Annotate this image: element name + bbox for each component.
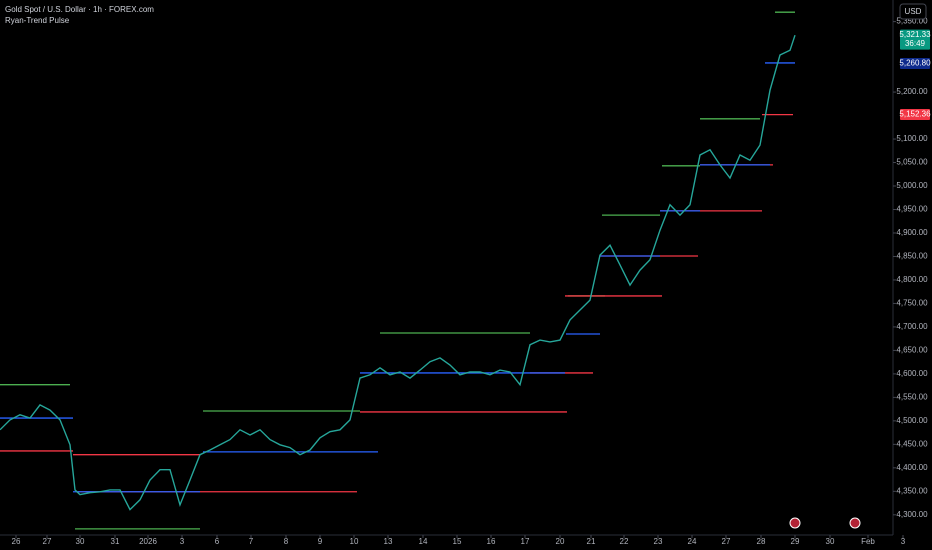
x-tick-label: 6 [215,537,220,546]
x-tick-label: 27 [722,537,731,546]
y-tick-label: 4,950.00 [896,205,928,214]
x-tick-label: Feb [861,537,875,546]
x-tick-label: 28 [757,537,766,546]
x-tick-label: 30 [826,537,835,546]
x-tick-label: 21 [587,537,596,546]
x-tick-label: 23 [654,537,663,546]
countdown: 36:49 [905,39,926,48]
y-tick-label: 4,850.00 [896,252,928,261]
x-tick-label: 10 [350,537,359,546]
x-tick-label: 29 [791,537,800,546]
price-tag [900,29,930,50]
x-tick-label: 31 [111,537,120,546]
y-tick-label: 4,700.00 [896,322,928,331]
y-tick-label: 4,650.00 [896,346,928,355]
y-tick-label: 4,550.00 [896,392,928,401]
axes: 4,300.00 4,350.00 4,400.00 4,450.00 4,500.00… [12,17,932,546]
indicator-name: Ryan-Trend Pulse [5,16,70,25]
price-tag-label: 5,152.36 [899,110,931,119]
y-tick-label: 5,000.00 [896,181,928,190]
y-tick-label: 5,200.00 [896,87,928,96]
y-tick-label: 4,350.00 [896,486,928,495]
event-flag[interactable] [849,517,861,529]
x-tick-label: 9 [318,537,323,546]
x-tick-label: 17 [521,537,530,546]
x-tick-label: 30 [76,537,85,546]
x-tick-label: 7 [249,537,254,546]
x-tick-label: 27 [43,537,52,546]
x-tick-label: 14 [419,537,428,546]
y-tick-label: 5,100.00 [896,134,928,143]
y-tick-label: 5,050.00 [896,158,928,167]
y-tick-label: 4,900.00 [896,228,928,237]
y-tick-label: 4,400.00 [896,463,928,472]
y-tick-label: 4,500.00 [896,416,928,425]
x-tick-label: 24 [688,537,697,546]
x-tick-label: 3 [901,537,906,546]
x-tick-label: 2026 [139,537,157,546]
price-tag [900,58,930,70]
event-flag[interactable] [789,517,801,529]
price-tag-label: 5,260.80 [899,59,931,68]
y-tick-label: 4,800.00 [896,275,928,284]
x-tick-label: 20 [556,537,565,546]
price-axis [893,0,932,535]
price-tag [900,108,930,120]
x-tick-label: 13 [384,537,393,546]
plot-area [0,11,796,530]
x-tick-label: 26 [12,537,21,546]
currency-label[interactable]: USD [905,7,922,16]
x-tick-label: 22 [620,537,629,546]
chart-title: Gold Spot / U.S. Dollar · 1h · FOREX.com [5,5,154,14]
y-tick-label: 4,750.00 [896,299,928,308]
currency-button[interactable] [899,3,927,20]
y-tick-label: 4,600.00 [896,369,928,378]
x-tick-label: 3 [180,537,185,546]
x-tick-label: 8 [284,537,289,546]
y-tick-label: 4,300.00 [896,510,928,519]
x-tick-label: 15 [453,537,462,546]
x-tick-label: 16 [487,537,496,546]
y-tick-label: 5,350.00 [896,17,928,26]
y-tick-label: 4,450.00 [896,439,928,448]
price-line [0,34,796,511]
price-tag-label: 5,321.33 [899,30,931,39]
